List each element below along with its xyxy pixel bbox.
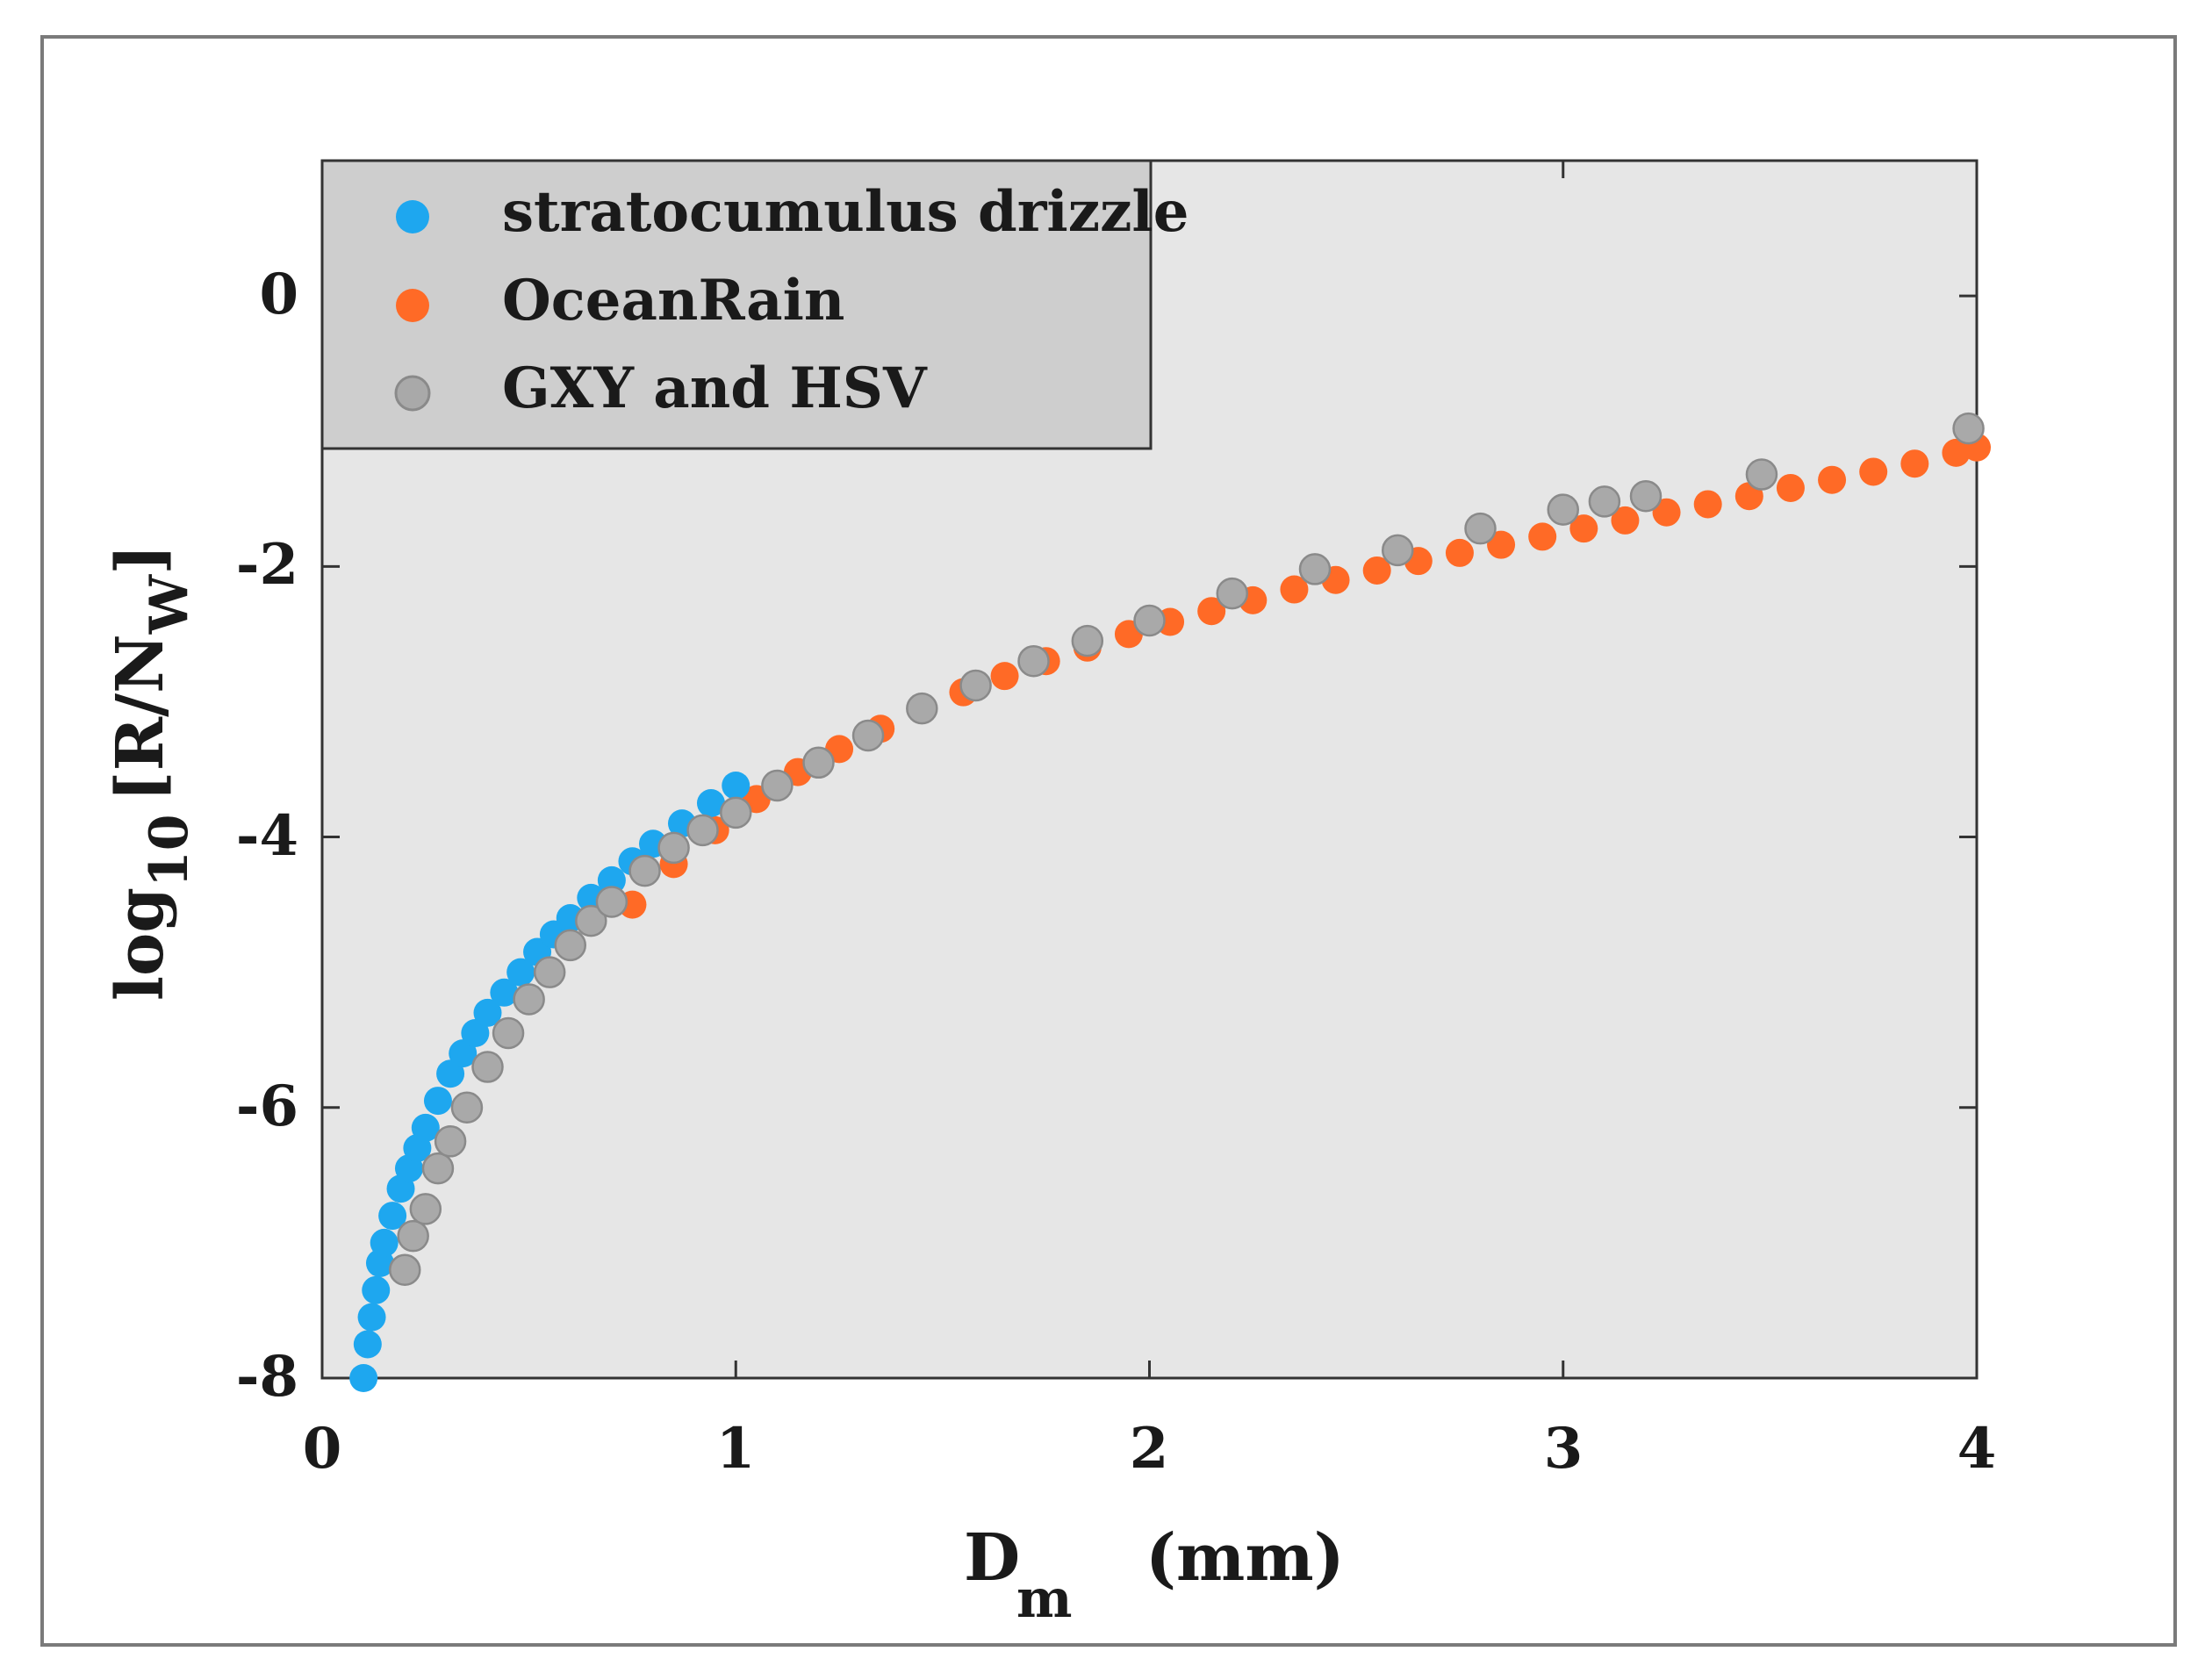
x-tick-label: 1 bbox=[716, 1416, 756, 1482]
point-gxy-and-hsv bbox=[906, 692, 938, 725]
point-oceanrain bbox=[1693, 490, 1722, 519]
point-oceanrain bbox=[1611, 506, 1640, 535]
x-tick-label: 0 bbox=[303, 1416, 342, 1482]
point-stratocumulus-drizzle bbox=[370, 1228, 399, 1257]
y-tick-labels: 0 -2 -4 -6 -8 bbox=[236, 262, 298, 1410]
y-axis-label: log10 [R/NW] bbox=[103, 544, 200, 1001]
legend-label-stratocumulus-drizzle: stratocumulus drizzle bbox=[502, 179, 1189, 245]
point-gxy-and-hsv bbox=[1071, 624, 1104, 657]
point-oceanrain bbox=[990, 662, 1019, 691]
point-stratocumulus-drizzle bbox=[696, 789, 725, 818]
y-axis-label-log: log bbox=[103, 887, 178, 1001]
point-oceanrain bbox=[1528, 522, 1557, 551]
point-gxy-and-hsv bbox=[851, 719, 885, 752]
point-oceanrain bbox=[1280, 575, 1309, 604]
point-gxy-and-hsv bbox=[761, 769, 794, 802]
point-gxy-and-hsv bbox=[1745, 458, 1778, 491]
point-gxy-and-hsv bbox=[1133, 604, 1166, 637]
point-gxy-and-hsv bbox=[513, 983, 545, 1016]
point-gxy-and-hsv bbox=[802, 746, 835, 779]
point-stratocumulus-drizzle bbox=[506, 958, 535, 987]
point-gxy-and-hsv bbox=[657, 831, 690, 865]
point-gxy-and-hsv bbox=[492, 1016, 525, 1050]
legend-marker-gxy-and-hsv bbox=[394, 375, 431, 412]
point-oceanrain bbox=[1818, 465, 1847, 494]
legend-label-oceanrain: OceanRain bbox=[502, 268, 844, 334]
y-axis-label-subscript-w: W bbox=[139, 573, 200, 635]
legend-marker-stratocumulus-drizzle bbox=[396, 200, 429, 233]
point-stratocumulus-drizzle bbox=[597, 865, 626, 894]
x-tick-label: 2 bbox=[1130, 1416, 1169, 1482]
legend-label-gxy-and-hsv: GXY and HSV bbox=[502, 355, 928, 421]
x-tick-labels: 0 1 2 3 4 bbox=[303, 1416, 1997, 1482]
point-stratocumulus-drizzle bbox=[362, 1275, 391, 1304]
point-oceanrain bbox=[1900, 449, 1929, 478]
point-stratocumulus-drizzle bbox=[357, 1303, 386, 1332]
point-gxy-and-hsv bbox=[1588, 485, 1621, 518]
y-tick-label: -8 bbox=[236, 1344, 298, 1410]
point-gxy-and-hsv bbox=[628, 854, 661, 887]
point-oceanrain bbox=[1859, 457, 1888, 486]
x-axis-label-units: (mm) bbox=[1146, 1520, 1345, 1596]
y-axis-label-text: log10 [R/NW] bbox=[103, 544, 200, 1001]
point-gxy-and-hsv bbox=[1547, 493, 1579, 526]
x-axis-label-subscript: m bbox=[1016, 1569, 1073, 1630]
point-gxy-and-hsv bbox=[686, 814, 719, 847]
point-gxy-and-hsv bbox=[471, 1051, 504, 1083]
point-gxy-and-hsv bbox=[1464, 512, 1497, 545]
point-gxy-and-hsv bbox=[720, 796, 752, 829]
point-gxy-and-hsv bbox=[409, 1193, 442, 1225]
point-stratocumulus-drizzle bbox=[349, 1364, 378, 1392]
point-gxy-and-hsv bbox=[1952, 412, 1985, 445]
point-oceanrain bbox=[1569, 514, 1598, 543]
y-tick-label: -4 bbox=[236, 803, 298, 869]
point-gxy-and-hsv bbox=[554, 929, 586, 962]
point-oceanrain bbox=[1487, 530, 1516, 559]
x-axis-label: D m (mm) bbox=[964, 1520, 1345, 1630]
point-gxy-and-hsv bbox=[959, 669, 992, 702]
point-stratocumulus-drizzle bbox=[473, 998, 502, 1027]
point-gxy-and-hsv bbox=[1629, 479, 1663, 513]
point-gxy-and-hsv bbox=[575, 904, 607, 937]
point-oceanrain bbox=[1197, 597, 1226, 626]
y-tick-label: -6 bbox=[236, 1073, 298, 1139]
point-stratocumulus-drizzle bbox=[378, 1202, 407, 1231]
point-gxy-and-hsv bbox=[595, 886, 628, 918]
legend-box bbox=[320, 159, 1153, 450]
point-stratocumulus-drizzle bbox=[353, 1330, 382, 1359]
point-stratocumulus-drizzle bbox=[490, 978, 519, 1007]
y-axis-label-subscript: 10 bbox=[139, 814, 200, 887]
y-axis-label-bracket-close: ] bbox=[103, 544, 178, 575]
x-tick-label: 3 bbox=[1544, 1416, 1584, 1482]
point-stratocumulus-drizzle bbox=[411, 1113, 440, 1142]
point-gxy-and-hsv bbox=[389, 1253, 421, 1286]
point-stratocumulus-drizzle bbox=[449, 1039, 478, 1068]
point-stratocumulus-drizzle bbox=[423, 1087, 452, 1116]
point-oceanrain bbox=[1776, 473, 1805, 502]
x-tick-label: 4 bbox=[1957, 1416, 1997, 1482]
point-stratocumulus-drizzle bbox=[461, 1019, 490, 1048]
y-tick-label: 0 bbox=[259, 262, 298, 327]
legend: stratocumulus drizzle OceanRain GXY and … bbox=[320, 159, 1189, 450]
legend-marker-oceanrain bbox=[396, 289, 429, 322]
point-gxy-and-hsv bbox=[1382, 534, 1414, 567]
data-points bbox=[349, 412, 1991, 1392]
point-gxy-and-hsv bbox=[434, 1125, 467, 1158]
point-stratocumulus-drizzle bbox=[436, 1059, 465, 1088]
point-oceanrain bbox=[1652, 498, 1681, 527]
x-axis-label-main: D bbox=[964, 1520, 1020, 1596]
point-oceanrain bbox=[1362, 556, 1391, 585]
point-gxy-and-hsv bbox=[533, 956, 566, 988]
point-gxy-and-hsv bbox=[1017, 644, 1050, 678]
y-axis-label-bracket: [R/N bbox=[103, 634, 178, 801]
y-tick-label: -2 bbox=[236, 532, 298, 598]
point-oceanrain bbox=[1445, 538, 1474, 567]
point-gxy-and-hsv bbox=[421, 1152, 455, 1185]
point-gxy-and-hsv bbox=[450, 1091, 484, 1124]
point-gxy-and-hsv bbox=[397, 1219, 429, 1253]
point-stratocumulus-drizzle bbox=[722, 771, 750, 800]
point-gxy-and-hsv bbox=[1216, 577, 1248, 610]
point-gxy-and-hsv bbox=[1298, 553, 1332, 585]
